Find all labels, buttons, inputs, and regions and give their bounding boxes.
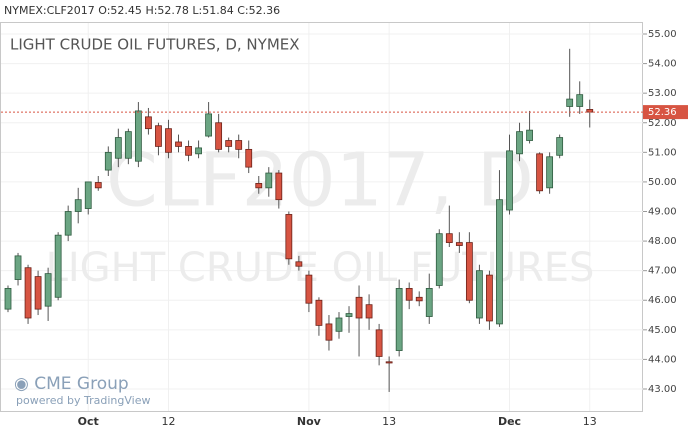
x-tick-label: Nov xyxy=(297,415,322,428)
chart-title: LIGHT CRUDE OIL FUTURES, D, NYMEX xyxy=(10,36,300,54)
y-tick-label: 45.00 xyxy=(648,325,677,336)
candle-body xyxy=(124,131,132,159)
candle-body xyxy=(405,288,413,301)
close: C:52.36 xyxy=(237,4,280,17)
candle-body xyxy=(265,172,273,189)
y-tick-label: 46.00 xyxy=(648,295,677,306)
candle-body xyxy=(486,274,493,322)
candle-body xyxy=(546,156,554,189)
candle-body xyxy=(215,122,223,150)
candle-body xyxy=(74,199,82,212)
candle-body xyxy=(255,182,263,189)
candle-body xyxy=(205,113,213,137)
y-tick-label: 50.00 xyxy=(648,177,677,188)
y-tick-label: 53.00 xyxy=(648,88,677,99)
candle-body xyxy=(145,116,152,130)
y-tick-label: 49.00 xyxy=(648,207,677,218)
candle-body xyxy=(536,153,543,192)
y-tick-label: 48.00 xyxy=(648,236,677,247)
candle-body xyxy=(556,137,564,156)
candle-body xyxy=(54,234,62,298)
candle-body xyxy=(345,313,353,317)
candle-body xyxy=(245,148,253,168)
candle-body xyxy=(44,273,52,307)
logo-text: CME Group xyxy=(34,374,128,394)
candle-body xyxy=(104,151,112,171)
y-tick-label: 44.00 xyxy=(648,354,677,365)
candle-body xyxy=(285,214,293,260)
candle-body xyxy=(325,323,333,341)
y-tick-label: 54.00 xyxy=(648,59,677,70)
candle-body xyxy=(295,261,303,267)
candle-body xyxy=(385,361,393,364)
x-tick-label: Dec xyxy=(498,415,521,428)
candle-body xyxy=(415,296,423,302)
x-tick-label: 13 xyxy=(583,415,597,428)
logo-powered: powered by TradingView xyxy=(16,394,150,407)
x-tick-label: Oct xyxy=(78,415,99,428)
candle-body xyxy=(114,137,122,159)
low: L:51.84 xyxy=(192,4,233,17)
candle-body xyxy=(445,233,453,243)
candle-body xyxy=(34,276,42,310)
watermark-name: LIGHT CRUDE OIL FUTURES xyxy=(46,245,595,291)
candle-body xyxy=(576,94,584,107)
candle-body xyxy=(435,233,443,286)
candle-body xyxy=(425,288,433,317)
candle-body xyxy=(476,270,483,319)
plot-frame xyxy=(0,22,643,412)
last-price-label: 52.36 xyxy=(648,107,677,118)
candle-body xyxy=(465,242,473,301)
symbol: NYMEX:CLF2017 xyxy=(4,4,95,17)
candle-body xyxy=(225,140,233,147)
candle-body xyxy=(506,150,513,211)
candle-body xyxy=(175,141,182,147)
candle-body xyxy=(375,329,383,357)
candle-body xyxy=(305,274,313,304)
candle-body xyxy=(94,182,102,189)
candle-body xyxy=(14,255,22,280)
open: O:52.45 xyxy=(98,4,142,17)
logo-brand: ◉ CME Group xyxy=(14,374,129,394)
candle-body xyxy=(516,131,523,155)
candle-body xyxy=(134,110,142,162)
y-tick-label: 43.00 xyxy=(648,384,677,395)
y-tick-label: 47.00 xyxy=(648,266,677,277)
header: NYMEX:CLF2017 O:52.45 H:52.78 L:51.84 C:… xyxy=(4,4,280,17)
candle-body xyxy=(566,98,574,107)
candle-body xyxy=(496,199,503,325)
x-tick-label: 12 xyxy=(161,415,175,428)
candle-body xyxy=(315,299,323,326)
candle-body xyxy=(526,129,533,141)
watermark-symbol: CLF2017, D xyxy=(106,138,534,224)
candle-body xyxy=(64,211,72,236)
candle-body xyxy=(355,296,363,319)
candle-body xyxy=(275,172,283,201)
y-tick-label: 55.00 xyxy=(648,29,677,40)
y-tick-label: 52.00 xyxy=(648,118,677,129)
candle-body xyxy=(185,146,192,156)
candle-body xyxy=(4,288,12,310)
last-price-box xyxy=(643,105,688,120)
candle-body xyxy=(195,147,202,155)
candle-body xyxy=(84,181,92,209)
candle-body xyxy=(455,242,463,246)
candle-body xyxy=(24,267,32,319)
candle-body xyxy=(155,125,162,147)
candle-body xyxy=(365,304,373,319)
high: H:52.78 xyxy=(145,4,188,17)
candle-body xyxy=(395,288,403,351)
y-tick-label: 51.00 xyxy=(648,147,677,158)
candle-body xyxy=(235,140,243,150)
candle-body xyxy=(335,317,343,332)
candle-body xyxy=(165,128,172,153)
x-tick-label: 13 xyxy=(382,415,396,428)
